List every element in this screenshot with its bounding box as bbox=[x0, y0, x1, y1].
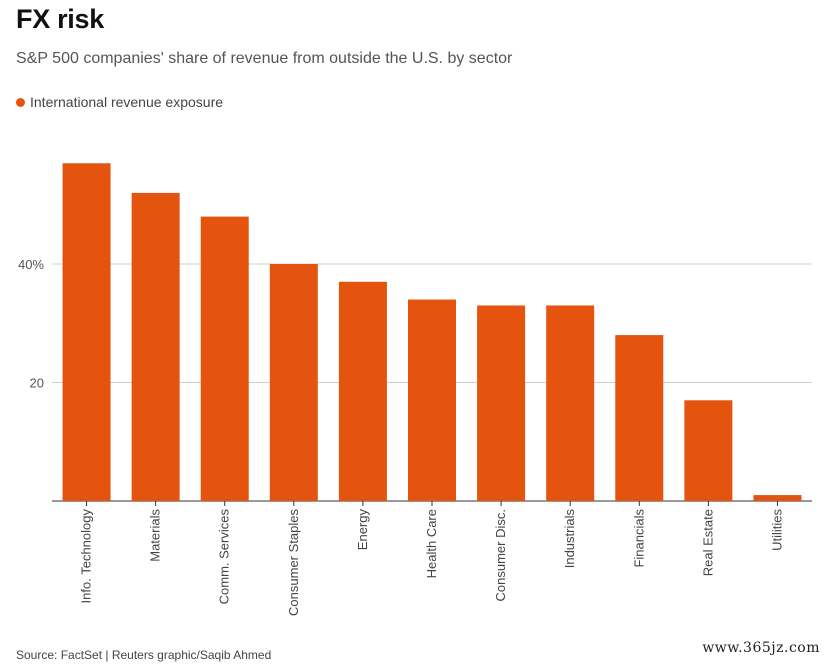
bar-real-estate bbox=[684, 400, 733, 501]
bar-utilities bbox=[753, 495, 802, 501]
x-category-label: Health Care bbox=[424, 509, 439, 578]
x-category-label: Consumer Disc. bbox=[493, 509, 508, 601]
x-category-label: Info. Technology bbox=[79, 509, 94, 604]
bar-materials bbox=[131, 192, 180, 501]
bar-energy bbox=[338, 281, 387, 501]
bar-consumer-staples bbox=[269, 264, 318, 501]
legend-swatch bbox=[16, 97, 25, 107]
x-category-label: Industrials bbox=[562, 509, 577, 569]
x-category-label: Energy bbox=[355, 509, 370, 551]
y-tick-label: 40% bbox=[18, 257, 44, 272]
chart-subtitle: S&P 500 companies' share of revenue from… bbox=[16, 50, 513, 67]
bar-consumer-disc bbox=[477, 305, 526, 501]
legend: International revenue exposure bbox=[16, 94, 223, 110]
x-axis-labels: Info. Technology Materials Comm. Services C… bbox=[79, 501, 784, 616]
source-note: Source: FactSet | Reuters graphic/Saqib … bbox=[16, 648, 272, 662]
bar-financials bbox=[615, 335, 664, 501]
x-category-label: Financials bbox=[631, 509, 646, 568]
bar-industrials bbox=[546, 305, 595, 501]
chart-title: FX risk bbox=[16, 4, 104, 34]
legend-label: International revenue exposure bbox=[30, 94, 224, 110]
watermark: www.365jz.com bbox=[702, 640, 820, 656]
x-category-label: Utilities bbox=[769, 509, 784, 551]
y-axis-ticks: 20 40% bbox=[18, 257, 44, 391]
bar-health-care bbox=[408, 299, 456, 501]
bar-info-technology bbox=[62, 163, 111, 501]
bars bbox=[62, 163, 802, 501]
bar-comm-services bbox=[200, 216, 249, 501]
x-category-label: Consumer Staples bbox=[286, 509, 301, 616]
x-category-label: Materials bbox=[148, 509, 163, 562]
x-category-label: Real Estate bbox=[700, 509, 715, 576]
bar-chart: 20 40% Info. Technology Materials Comm. Ser… bbox=[18, 163, 812, 616]
x-category-label: Comm. Services bbox=[217, 509, 232, 605]
y-tick-label: 20 bbox=[30, 376, 44, 391]
